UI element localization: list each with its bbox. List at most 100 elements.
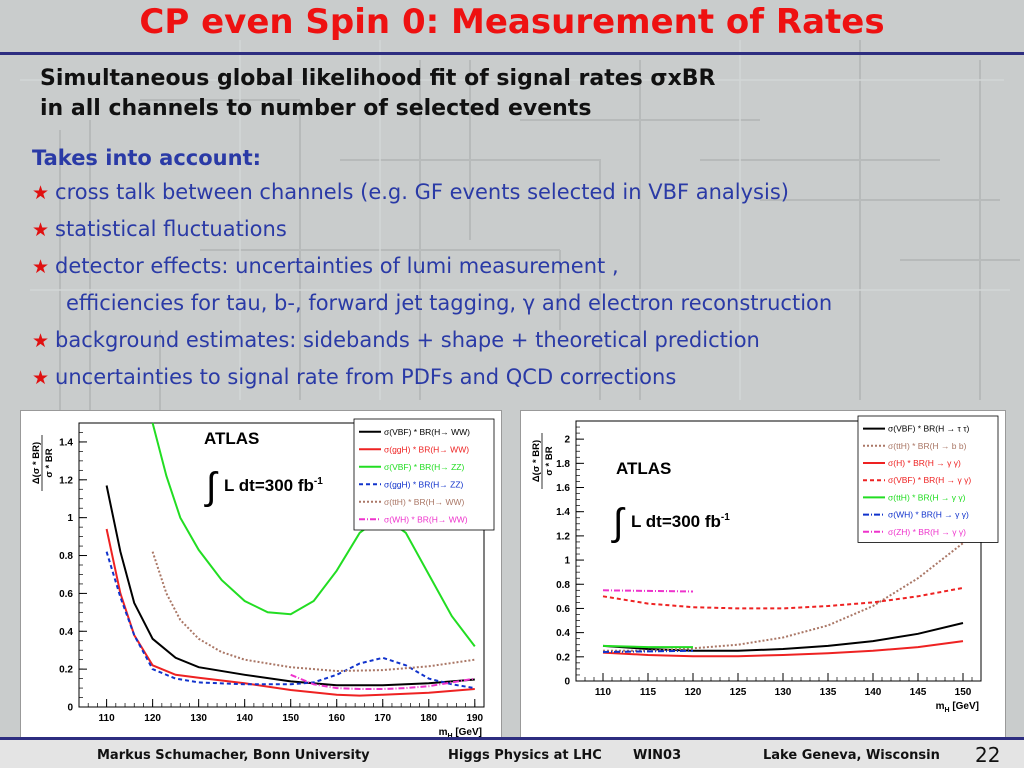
y-tick-label: 0.8 bbox=[556, 580, 570, 591]
legend-entry: σ(WH) * BR(H → γ γ) bbox=[888, 510, 969, 520]
legend-entry: σ(ggH) * BR(H→ WW) bbox=[384, 444, 469, 454]
x-tick-label: 150 bbox=[282, 713, 299, 724]
y-label-numerator: Δ(σ * BR) bbox=[31, 442, 42, 484]
y-tick-label: 0.4 bbox=[59, 627, 73, 638]
x-axis-label: mH [GeV] bbox=[439, 727, 482, 740]
bullet-text: detector effects: uncertainties of lumi … bbox=[55, 254, 619, 278]
y-tick-label: 0.6 bbox=[556, 604, 570, 615]
x-tick-label: 160 bbox=[328, 713, 345, 724]
subtitle-line1-pre: Simultaneous global likelihood fit of si… bbox=[40, 66, 651, 91]
series-line bbox=[151, 422, 476, 648]
star-icon: ★ bbox=[32, 256, 50, 278]
y-tick-label: 1.4 bbox=[59, 437, 73, 448]
y-tick-label: 0.4 bbox=[556, 628, 570, 639]
star-icon: ★ bbox=[32, 330, 50, 352]
bullet-item: ★ uncertainties to signal rate from PDFs … bbox=[32, 359, 1022, 396]
y-label-denominator: σ * BR bbox=[44, 448, 55, 477]
bullet-item: ★ cross talk between channels (e.g. GF ev… bbox=[32, 174, 1022, 211]
atlas-label: ATLAS bbox=[204, 429, 259, 448]
y-tick-label: 0 bbox=[67, 703, 73, 714]
x-tick-label: 170 bbox=[374, 713, 391, 724]
y-tick-label: 1 bbox=[564, 556, 570, 567]
integral-sign: ∫ bbox=[611, 502, 626, 544]
legend-entry: σ(H) * BR(H → γ γ) bbox=[888, 458, 961, 468]
legend-entry: σ(VBF) * BR(H→ ZZ) bbox=[384, 462, 464, 472]
series-line bbox=[151, 551, 475, 673]
legend-entry: σ(ggH) * BR(H→ ZZ) bbox=[384, 479, 464, 489]
series-line bbox=[290, 673, 475, 690]
legend-entry: σ(ttH) * BR(H → b b) bbox=[888, 441, 967, 451]
bullet-item: ★ statistical fluctuations bbox=[32, 211, 1022, 248]
bullet-item: ★ background estimates: sidebands + shape… bbox=[32, 322, 1022, 359]
y-tick-label: 1.8 bbox=[556, 459, 570, 470]
legend-box bbox=[857, 415, 999, 543]
footer: Markus Schumacher, Bonn University Higgs… bbox=[0, 740, 1024, 768]
y-tick-label: 0.8 bbox=[59, 551, 73, 562]
y-tick-label: 1.2 bbox=[59, 475, 73, 486]
series-line bbox=[602, 640, 964, 658]
x-tick-label: 140 bbox=[865, 687, 882, 698]
y-tick-label: 1 bbox=[67, 513, 73, 524]
legend-entry: σ(VBF) * BR(H → γ γ) bbox=[888, 475, 971, 485]
integral-sign: ∫ bbox=[204, 466, 219, 508]
x-tick-label: 180 bbox=[420, 713, 437, 724]
atlas-label: ATLAS bbox=[616, 459, 671, 478]
y-tick-label: 1.4 bbox=[556, 507, 570, 518]
x-tick-label: 150 bbox=[955, 687, 972, 698]
series-line bbox=[602, 649, 694, 653]
footer-author: Markus Schumacher, Bonn University bbox=[97, 748, 370, 763]
chart-right-frame: 0 0.2 0.4 0.6 0.8 1 1.2 1.4 1.6 1.8 2 110 115 120 125 1… bbox=[520, 410, 1006, 742]
series-line bbox=[105, 528, 475, 697]
footer-conference: WIN03 bbox=[633, 748, 682, 763]
gamma-symbol: γ bbox=[522, 291, 536, 315]
bullet-item: ★ detector effects: uncertainties of lumi… bbox=[32, 248, 1022, 285]
x-tick-label: 120 bbox=[144, 713, 161, 724]
legend-box bbox=[353, 418, 495, 531]
subtitle-line2: in all channels to number of selected ev… bbox=[40, 96, 592, 121]
y-axis-label: Δ(σ * BR) σ * BR bbox=[531, 433, 555, 489]
series-line bbox=[602, 586, 964, 610]
chart-right: 0 0.2 0.4 0.6 0.8 1 1.2 1.4 1.6 1.8 2 110 115 120 125 1… bbox=[531, 415, 999, 714]
x-tick-label: 110 bbox=[99, 713, 116, 724]
series-line bbox=[105, 551, 475, 690]
bullet-text: uncertainties to signal rate from PDFs a… bbox=[55, 365, 677, 389]
x-tick-label: 125 bbox=[730, 687, 747, 698]
bullet-text: background estimates: sidebands + shape … bbox=[55, 328, 760, 352]
legend-entry: σ(VBF) * BR(H→ WW) bbox=[384, 427, 470, 437]
chart-left-frame: 0 0.2 0.4 0.6 0.8 1 1.2 1.4 110 120 130 140 150 160 17… bbox=[20, 410, 502, 742]
bullet-list: Takes into account: ★ cross talk between … bbox=[32, 146, 1022, 396]
legend-entry: σ(ttH) * BR(H → γ γ) bbox=[888, 492, 966, 502]
y-label-numerator: Δ(σ * BR) bbox=[531, 440, 542, 482]
bullet-text: efficiencies for tau, b-, forward jet ta… bbox=[66, 291, 523, 315]
plot-frame bbox=[575, 420, 982, 682]
x-axis-label: mH [GeV] bbox=[936, 701, 979, 714]
legend-entry: σ(VBF) * BR(H → τ τ) bbox=[888, 424, 970, 434]
chart-left: 0 0.2 0.4 0.6 0.8 1 1.2 1.4 110 120 130 140 150 160 17… bbox=[31, 418, 495, 740]
x-tick-label: 130 bbox=[775, 687, 792, 698]
bullet-text: statistical fluctuations bbox=[55, 217, 287, 241]
y-axis-label: Δ(σ * BR) σ * BR bbox=[31, 435, 55, 491]
page-number: 22 bbox=[975, 743, 1001, 767]
x-tick-label: 145 bbox=[910, 687, 927, 698]
x-tick-label: 190 bbox=[466, 713, 483, 724]
y-tick-label: 2 bbox=[564, 435, 570, 446]
bullet-text: and electron reconstruction bbox=[535, 291, 833, 315]
takes-into-account-heading: Takes into account: bbox=[32, 146, 262, 170]
legend-entry: σ(ttH) * BR(H→ WW) bbox=[384, 497, 464, 507]
y-tick-label: 0.2 bbox=[59, 665, 73, 676]
bullet-text: cross talk between channels (e.g. GF eve… bbox=[55, 180, 789, 204]
bullet-continuation: efficiencies for tau, b-, forward jet ta… bbox=[32, 285, 1022, 322]
slide-title: CP even Spin 0: Measurement of Rates bbox=[139, 2, 885, 42]
x-tick-label: 120 bbox=[685, 687, 702, 698]
x-tick-label: 115 bbox=[640, 687, 657, 698]
lumi-label: L dt=300 fb-1 bbox=[631, 512, 730, 531]
y-tick-label: 1.6 bbox=[556, 483, 570, 494]
footer-rule bbox=[0, 737, 1024, 740]
star-icon: ★ bbox=[32, 182, 50, 204]
star-icon: ★ bbox=[32, 367, 50, 389]
legend-entry: σ(ZH) * BR(H → γ γ) bbox=[888, 527, 966, 537]
footer-location: Lake Geneva, Wisconsin bbox=[763, 748, 940, 763]
legend-entry: σ(WH) * BR(H→ WW) bbox=[384, 514, 468, 524]
y-label-denominator: σ * BR bbox=[544, 446, 555, 475]
series-line bbox=[603, 542, 964, 652]
